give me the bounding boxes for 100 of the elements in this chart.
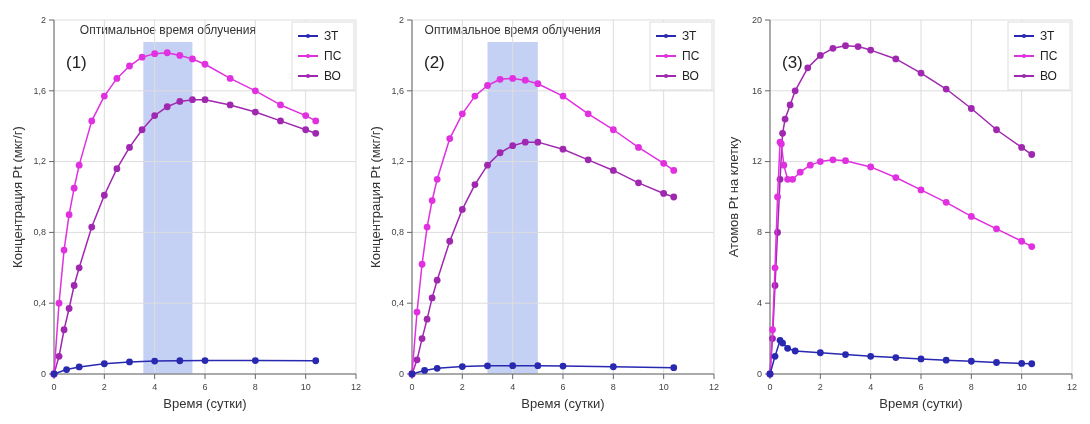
y-tick-label: 0,8 — [33, 227, 46, 238]
x-tick-label: 4 — [152, 382, 158, 392]
point — [892, 55, 900, 63]
x-tick-label: 8 — [610, 382, 616, 392]
point — [70, 184, 78, 192]
point — [509, 142, 517, 150]
point — [967, 105, 975, 112]
point — [829, 156, 837, 164]
x-axis-title: Время (сутки) — [163, 396, 247, 411]
point — [660, 159, 668, 167]
point — [559, 362, 567, 370]
point — [70, 282, 78, 289]
point — [791, 87, 799, 95]
x-tick-label: 10 — [300, 382, 311, 392]
point — [201, 357, 209, 364]
y-tick-label: 8 — [756, 227, 762, 238]
point — [60, 326, 68, 334]
point — [176, 357, 184, 365]
point — [100, 191, 108, 199]
y-tick-label: 0,4 — [391, 298, 404, 309]
point — [867, 352, 875, 360]
y-axis-title: Концентрация Pt (мкг/г) — [368, 126, 383, 268]
point — [804, 64, 812, 72]
point — [942, 356, 950, 364]
x-tick-label: 10 — [658, 382, 669, 392]
point — [421, 367, 428, 374]
point — [509, 362, 517, 370]
point — [854, 43, 862, 50]
point — [867, 163, 875, 171]
point — [993, 126, 1000, 134]
x-tick-label: 2 — [459, 382, 465, 392]
point — [55, 352, 63, 360]
y-tick-label: 0 — [756, 368, 762, 379]
y-tick-label: 2 — [40, 14, 46, 25]
point — [670, 167, 678, 174]
point — [277, 101, 284, 109]
point — [126, 358, 133, 366]
point — [413, 356, 421, 364]
point — [458, 363, 466, 370]
point — [433, 364, 441, 372]
point — [1028, 151, 1036, 158]
legend-label: ПС — [1040, 49, 1058, 64]
x-tick-label: 4 — [510, 382, 516, 392]
point — [302, 126, 310, 134]
point — [781, 115, 789, 123]
x-tick-label: 6 — [202, 382, 208, 392]
point — [789, 175, 797, 183]
point — [60, 246, 68, 254]
point — [1028, 243, 1036, 250]
point — [428, 294, 436, 302]
point — [458, 110, 466, 118]
point — [458, 205, 466, 213]
point — [63, 366, 70, 373]
point — [496, 149, 504, 157]
y-tick-label: 16 — [751, 85, 762, 96]
point — [163, 103, 171, 111]
x-tick-label: 12 — [350, 382, 362, 392]
point — [151, 112, 159, 119]
point — [138, 53, 146, 61]
band-label: Оптимальное время облучения — [424, 23, 601, 37]
point — [126, 144, 133, 151]
point — [176, 98, 184, 105]
point — [892, 174, 900, 181]
annotation: (3) — [782, 53, 803, 72]
point — [484, 362, 491, 370]
x-tick-label: 8 — [252, 382, 258, 392]
y-tick-label: 1,6 — [391, 85, 404, 96]
point — [942, 85, 950, 93]
legend-label: ПС — [682, 49, 700, 64]
point — [635, 179, 642, 187]
point — [774, 193, 781, 201]
point — [201, 96, 209, 104]
point — [189, 55, 196, 63]
point — [521, 138, 529, 146]
point — [806, 161, 814, 169]
point — [75, 264, 83, 272]
x-tick-label: 10 — [1016, 382, 1027, 392]
point — [413, 308, 421, 316]
point — [521, 76, 529, 84]
point — [867, 46, 875, 54]
legend-label: ПС — [324, 49, 342, 64]
point — [917, 186, 925, 194]
point — [100, 92, 108, 100]
point — [126, 62, 133, 70]
point — [312, 117, 320, 125]
point — [484, 161, 491, 169]
point — [993, 359, 1000, 366]
point — [251, 108, 259, 116]
legend-label: ВО — [324, 69, 341, 84]
point — [842, 351, 849, 358]
point — [559, 92, 567, 100]
point — [138, 126, 146, 134]
point — [88, 117, 96, 125]
point — [609, 126, 617, 134]
point — [312, 129, 320, 137]
point — [780, 161, 788, 169]
y-tick-label: 1,2 — [33, 156, 46, 167]
point — [151, 50, 159, 58]
point — [816, 349, 824, 357]
x-tick-label: 2 — [101, 382, 107, 392]
